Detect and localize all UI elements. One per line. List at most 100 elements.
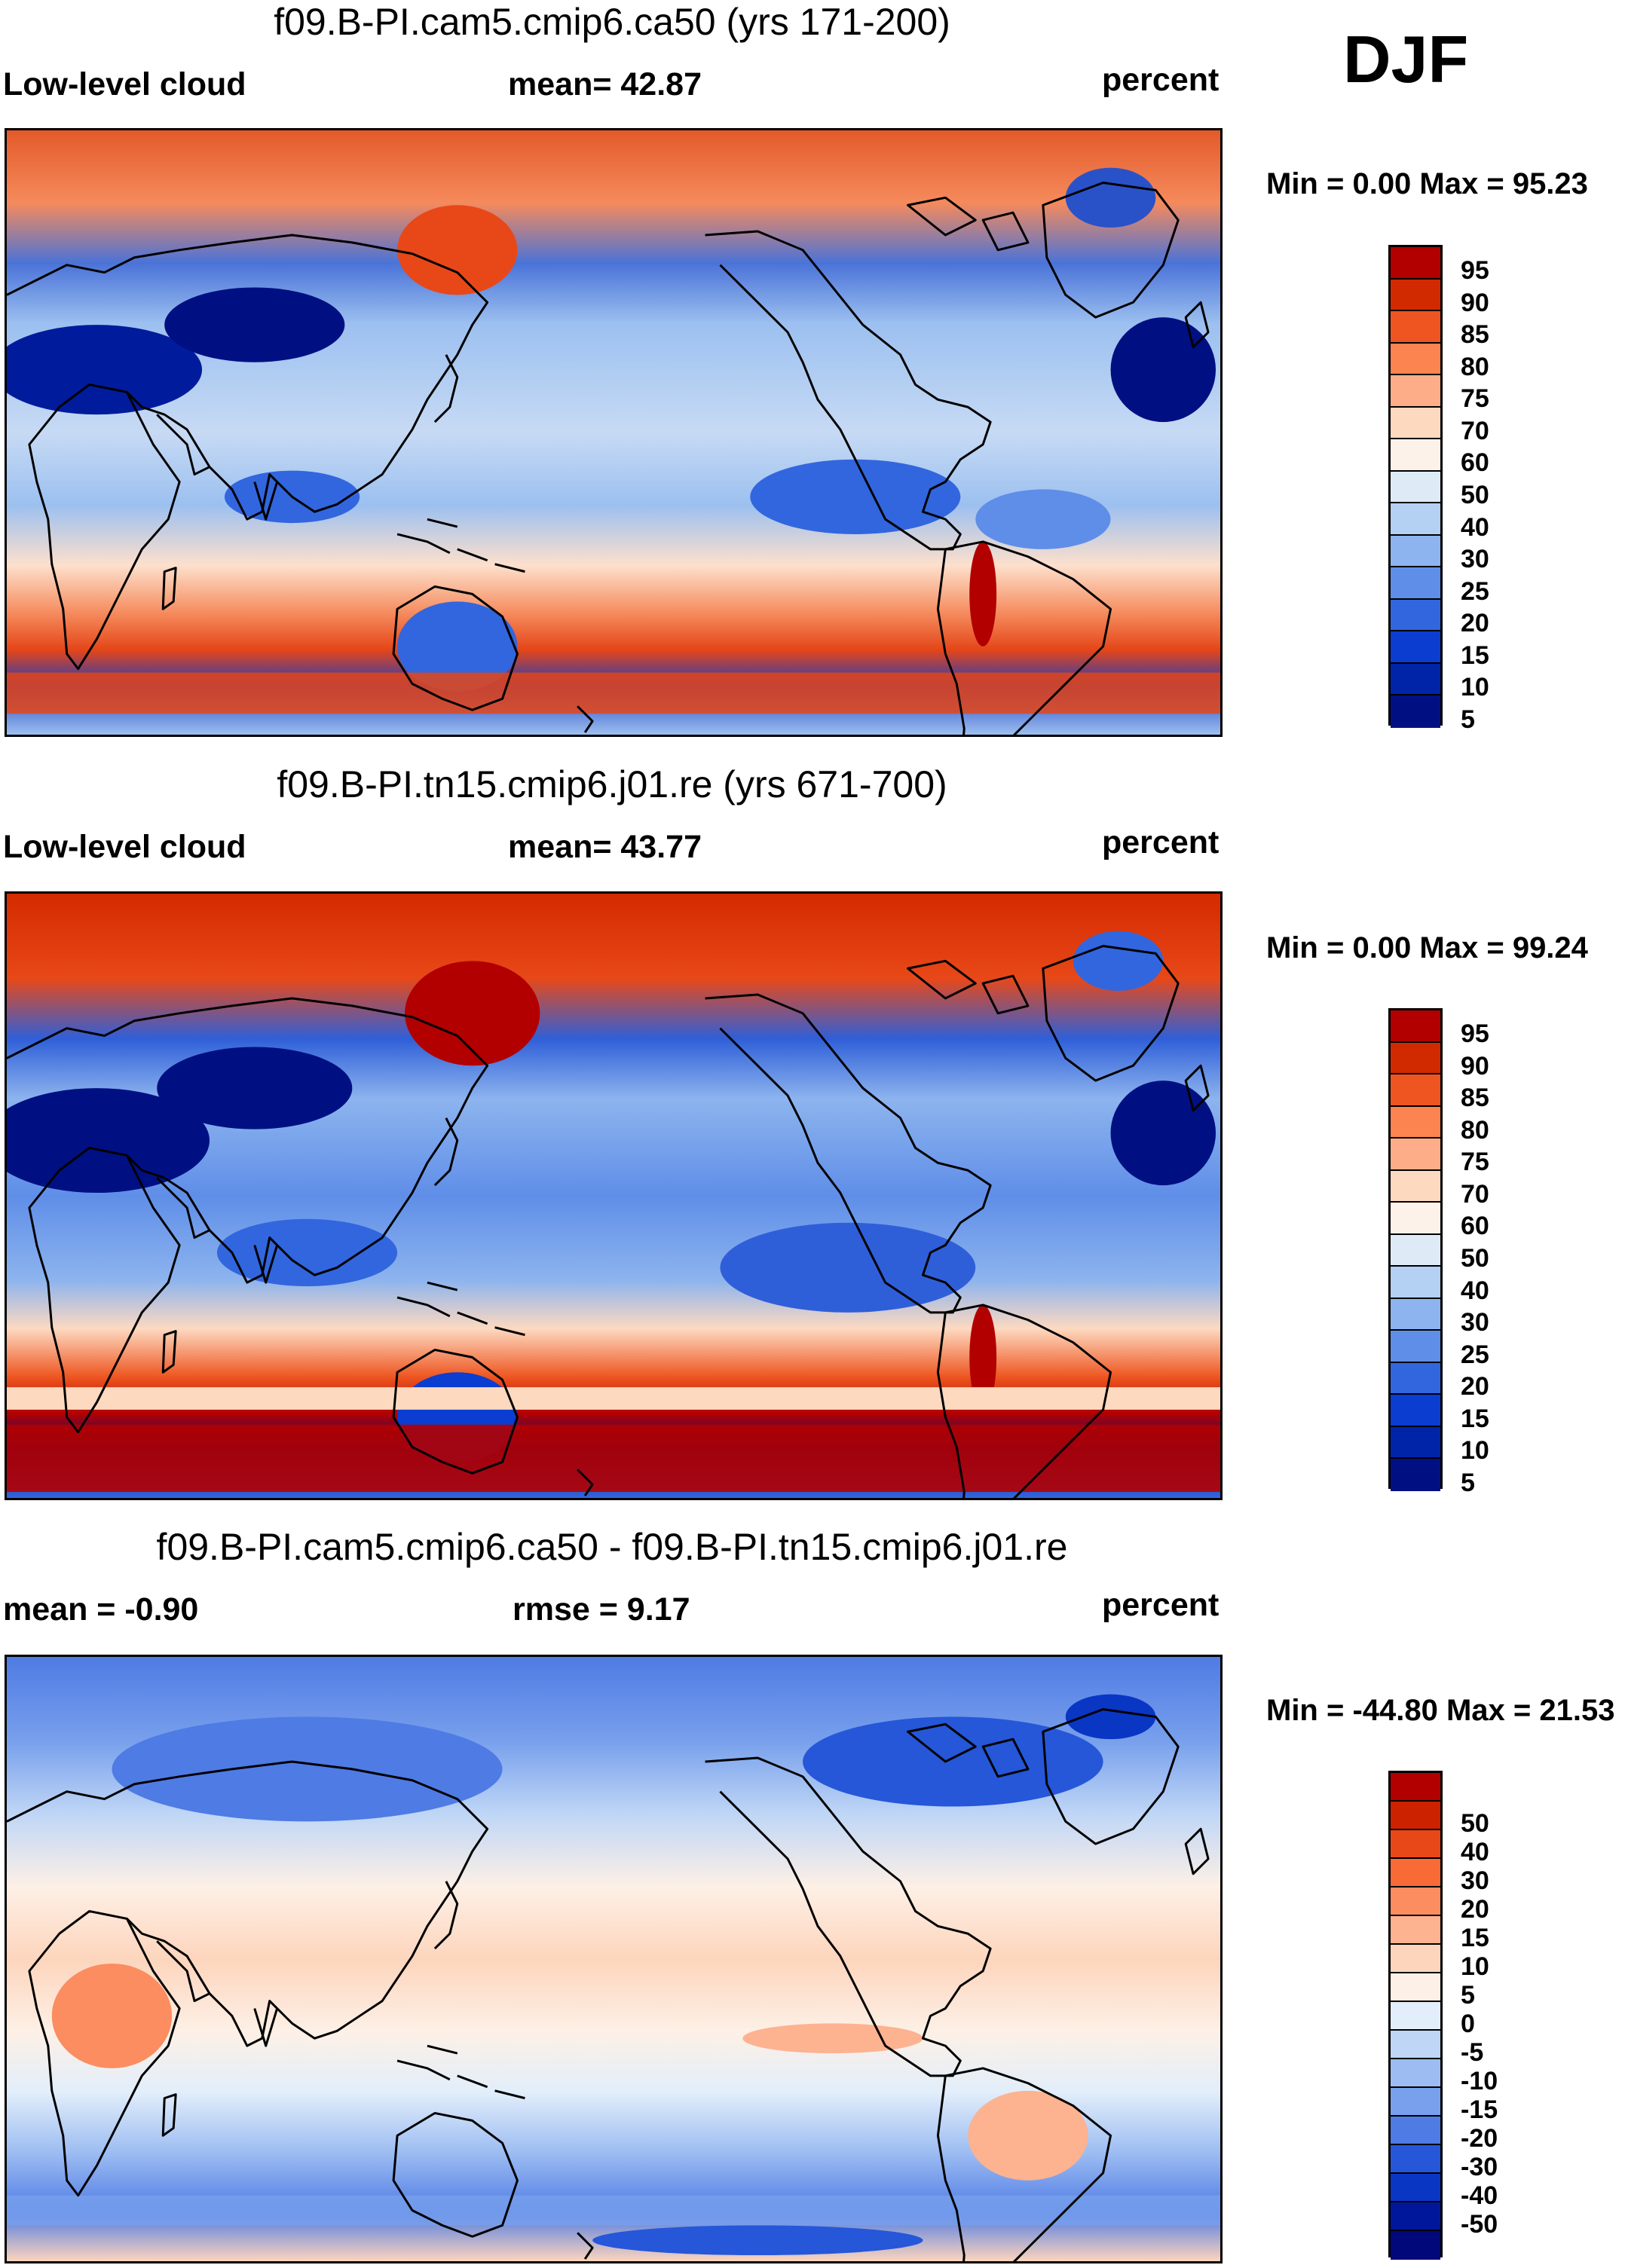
colorbar-tick-label: 85 bbox=[1461, 1084, 1489, 1113]
colorbar-tick-label: 70 bbox=[1461, 416, 1489, 445]
colorbar-bin bbox=[1391, 311, 1440, 344]
colorbar-bin bbox=[1391, 1234, 1440, 1267]
colorbar-tick-label: 80 bbox=[1461, 1115, 1489, 1145]
colorbar-bin bbox=[1391, 1298, 1440, 1331]
panel1-mean-label: mean= 42.87 bbox=[508, 66, 702, 102]
colorbar-tick-label: 75 bbox=[1461, 384, 1489, 414]
panel2-mean-label: mean= 43.77 bbox=[508, 829, 702, 865]
panel3-title: f09.B-PI.cam5.cmip6.ca50 - f09.B-PI.tn15… bbox=[156, 1526, 1068, 1568]
colorbar-tick-label: 90 bbox=[1461, 288, 1489, 317]
colorbar-tick-label: 15 bbox=[1461, 1404, 1489, 1433]
colorbar-bin bbox=[1391, 1042, 1440, 1075]
colorbar-tick-label: 50 bbox=[1461, 1244, 1489, 1273]
colorbar-bin bbox=[1391, 2031, 1440, 2059]
colorbar-tick-label: 40 bbox=[1461, 1838, 1489, 1866]
panel2-colorbar bbox=[1388, 1008, 1443, 1491]
colorbar-tick-label: 30 bbox=[1461, 545, 1489, 574]
colorbar-tick-label: 10 bbox=[1461, 1952, 1489, 1981]
panel3-colorbar bbox=[1388, 1771, 1443, 2260]
colorbar-bin bbox=[1391, 1170, 1440, 1203]
colorbar-bin bbox=[1391, 1916, 1440, 1945]
panel1-minmax: Min = 0.00 Max = 95.23 bbox=[1266, 167, 1588, 200]
panel1-units-label: percent bbox=[1102, 62, 1220, 98]
colorbar-tick-label: 25 bbox=[1461, 576, 1489, 606]
colorbar-tick-label: 0 bbox=[1461, 2010, 1475, 2038]
panel2-variable-label: Low-level cloud bbox=[3, 829, 246, 865]
colorbar-bin bbox=[1391, 503, 1440, 536]
colorbar-bin bbox=[1391, 695, 1440, 728]
colorbar-bin bbox=[1391, 1973, 1440, 2002]
colorbar-bin bbox=[1391, 1945, 1440, 1973]
colorbar-bin bbox=[1391, 1267, 1440, 1299]
colorbar-bin bbox=[1391, 407, 1440, 440]
colorbar-bin bbox=[1391, 567, 1440, 600]
colorbar-tick-label: 80 bbox=[1461, 352, 1489, 381]
colorbar-tick-label: 40 bbox=[1461, 1276, 1489, 1305]
panel3-units-label: percent bbox=[1102, 1587, 1220, 1623]
colorbar-tick-label: 10 bbox=[1461, 673, 1489, 702]
colorbar-bin bbox=[1391, 535, 1440, 568]
colorbar-bin bbox=[1391, 1887, 1440, 1916]
season-label: DJF bbox=[1343, 22, 1469, 96]
colorbar-tick-label: -30 bbox=[1461, 2153, 1498, 2181]
colorbar-tick-label: 20 bbox=[1461, 609, 1489, 638]
colorbar-tick-label: 20 bbox=[1461, 1372, 1489, 1401]
panel1-map bbox=[5, 128, 1223, 737]
colorbar-tick-label: 50 bbox=[1461, 481, 1489, 509]
colorbar-tick-label: -15 bbox=[1461, 2095, 1498, 2124]
colorbar-tick-label: -50 bbox=[1461, 2210, 1498, 2239]
colorbar-tick-label: 60 bbox=[1461, 1212, 1489, 1241]
colorbar-bin bbox=[1391, 2174, 1440, 2202]
colorbar-tick-label: 40 bbox=[1461, 512, 1489, 542]
panel2-map bbox=[5, 891, 1223, 1500]
panel2-units-label: percent bbox=[1102, 824, 1220, 860]
colorbar-tick-label: 60 bbox=[1461, 448, 1489, 478]
colorbar-bin bbox=[1391, 375, 1440, 408]
colorbar-tick-label: -5 bbox=[1461, 2038, 1484, 2067]
colorbar-bin bbox=[1391, 2145, 1440, 2174]
colorbar-bin bbox=[1391, 663, 1440, 696]
colorbar-bin bbox=[1391, 599, 1440, 632]
panel1-colorbar bbox=[1388, 245, 1443, 728]
colorbar-tick-label: 15 bbox=[1461, 640, 1489, 670]
colorbar-bin bbox=[1391, 247, 1440, 280]
colorbar-tick-label: -10 bbox=[1461, 2067, 1498, 2095]
colorbar-tick-label: 95 bbox=[1461, 256, 1489, 286]
colorbar-bin bbox=[1391, 1802, 1440, 1830]
colorbar-bin bbox=[1391, 343, 1440, 376]
colorbar-tick-label: 70 bbox=[1461, 1179, 1489, 1209]
colorbar-bin bbox=[1391, 2088, 1440, 2117]
panel3-map bbox=[5, 1655, 1223, 2263]
colorbar-tick-label: 30 bbox=[1461, 1866, 1489, 1895]
panel3-mean-label: mean = -0.90 bbox=[3, 1591, 199, 1628]
colorbar-bin bbox=[1391, 1331, 1440, 1363]
colorbar-bin bbox=[1391, 1074, 1440, 1107]
colorbar-bin bbox=[1391, 2202, 1440, 2231]
colorbar-tick-label: -40 bbox=[1461, 2181, 1498, 2210]
colorbar-tick-label: 5 bbox=[1461, 705, 1475, 734]
colorbar-bin bbox=[1391, 1106, 1440, 1139]
colorbar-tick-label: -20 bbox=[1461, 2124, 1498, 2153]
colorbar-bin bbox=[1391, 1830, 1440, 1859]
colorbar-bin bbox=[1391, 1395, 1440, 1427]
colorbar-tick-label: 85 bbox=[1461, 320, 1489, 350]
colorbar-tick-label: 15 bbox=[1461, 1924, 1489, 1952]
colorbar-bin bbox=[1391, 1203, 1440, 1235]
colorbar-bin bbox=[1391, 2002, 1440, 2031]
colorbar-tick-label: 75 bbox=[1461, 1148, 1489, 1177]
colorbar-bin bbox=[1391, 631, 1440, 664]
colorbar-bin bbox=[1391, 2059, 1440, 2088]
colorbar-tick-label: 10 bbox=[1461, 1436, 1489, 1466]
colorbar-bin bbox=[1391, 2117, 1440, 2145]
colorbar-tick-label: 20 bbox=[1461, 1895, 1489, 1924]
panel2-title: f09.B-PI.tn15.cmip6.j01.re (yrs 671-700) bbox=[277, 763, 947, 805]
colorbar-bin bbox=[1391, 1010, 1440, 1043]
colorbar-tick-label: 5 bbox=[1461, 1468, 1475, 1497]
colorbar-tick-label: 90 bbox=[1461, 1051, 1489, 1081]
colorbar-tick-label: 25 bbox=[1461, 1340, 1489, 1369]
colorbar-bin bbox=[1391, 2231, 1440, 2260]
colorbar-bin bbox=[1391, 1139, 1440, 1171]
colorbar-bin bbox=[1391, 1426, 1440, 1460]
colorbar-tick-label: 5 bbox=[1461, 1981, 1475, 2010]
colorbar-bin bbox=[1391, 1362, 1440, 1395]
